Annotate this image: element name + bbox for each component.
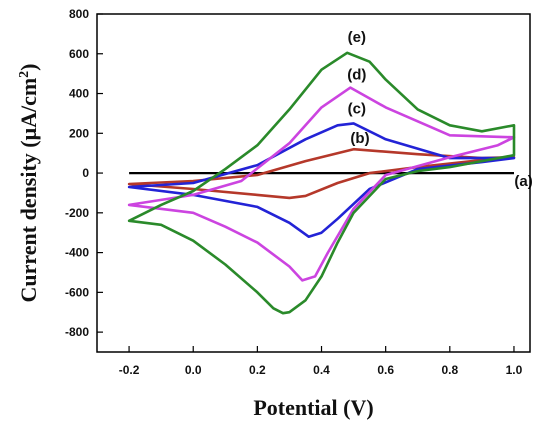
y-axis-title-superscript: 2: [17, 71, 32, 78]
y-tick-label: 800: [69, 7, 89, 21]
ticks-layer: -0.2 0.0 0.2 0.4 0.6 0.8 1.0 -800 -600 -400 -200 0 2…: [65, 7, 523, 377]
y-tick-label: -800: [65, 325, 89, 339]
y-tick-label: -200: [65, 206, 89, 220]
labels-layer: (a) (b) (c) (d) (e): [347, 29, 533, 190]
x-axis-title: Potential (V): [253, 395, 373, 420]
plot-frame: [96, 13, 531, 353]
x-tick-label: 0.2: [249, 363, 266, 377]
x-tick-label: 1.0: [506, 363, 523, 377]
x-tick-label: 0.6: [377, 363, 394, 377]
y-axis-title-tail: ): [16, 63, 41, 70]
y-tick-label: 200: [69, 126, 89, 140]
series-line-d: [127, 86, 516, 282]
curve-label-c: (c): [348, 100, 366, 117]
y-tick-label: 400: [69, 87, 89, 101]
curve-label-d: (d): [347, 67, 366, 84]
x-tick-label: 0.8: [441, 363, 458, 377]
curve-label-b: (b): [350, 130, 369, 147]
x-tick-label: 0.0: [185, 363, 202, 377]
curve-label-e: (e): [348, 29, 366, 46]
curve-label-a: (a): [514, 173, 532, 190]
series-line-e: [127, 51, 516, 315]
y-axis-title-main: Current density (μA/cm: [16, 78, 41, 303]
x-tick-label: -0.2: [119, 363, 140, 377]
y-axis-title: Current density (μA/cm2): [16, 63, 41, 302]
y-tick-label: -600: [65, 285, 89, 299]
x-tick-label: 0.4: [313, 363, 330, 377]
y-tick-label: 600: [69, 47, 89, 61]
y-tick-label: -400: [65, 246, 89, 260]
series-layer: [127, 51, 516, 315]
y-tick-label: 0: [82, 166, 89, 180]
